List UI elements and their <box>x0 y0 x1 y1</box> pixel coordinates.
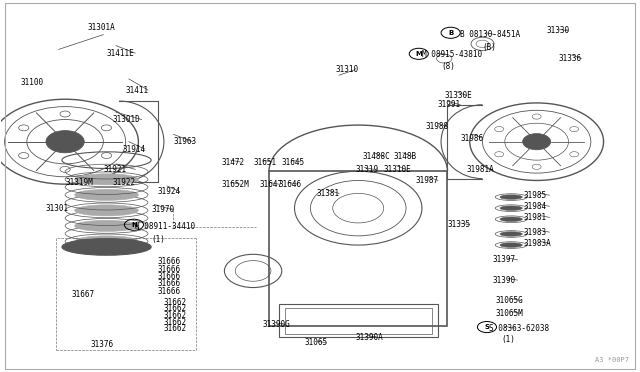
Text: 31662: 31662 <box>164 324 187 333</box>
Text: 31985: 31985 <box>524 191 547 200</box>
Text: B 08130-8451A: B 08130-8451A <box>460 30 520 39</box>
Text: 31646: 31646 <box>278 180 301 189</box>
Ellipse shape <box>75 236 138 247</box>
Text: 31988: 31988 <box>425 122 448 131</box>
Text: 31065M: 31065M <box>495 309 523 318</box>
Ellipse shape <box>75 189 138 201</box>
Text: 31662: 31662 <box>164 304 187 314</box>
Text: 31488C: 31488C <box>363 152 390 161</box>
Text: (B): (B) <box>483 43 497 52</box>
Text: 31666: 31666 <box>157 272 180 281</box>
Text: 31662: 31662 <box>164 298 187 307</box>
Text: N 08911-34410: N 08911-34410 <box>135 222 195 231</box>
Bar <box>269 171 447 326</box>
Text: 31330: 31330 <box>546 26 570 35</box>
Text: 31065: 31065 <box>304 339 327 347</box>
Text: 31981A: 31981A <box>467 165 494 174</box>
Text: 31310E: 31310E <box>384 165 412 174</box>
Text: 31319M: 31319M <box>65 178 93 187</box>
Text: 31397: 31397 <box>492 255 515 264</box>
Text: 31986: 31986 <box>460 134 483 142</box>
Text: 31914: 31914 <box>122 145 145 154</box>
Ellipse shape <box>500 232 522 236</box>
Ellipse shape <box>500 217 522 221</box>
Text: 31390G: 31390G <box>262 320 291 329</box>
Text: 31472: 31472 <box>221 157 244 167</box>
Text: (1): (1) <box>151 235 165 244</box>
Text: 31647: 31647 <box>259 180 283 189</box>
Text: 31662: 31662 <box>164 311 187 320</box>
Text: 31987: 31987 <box>415 176 438 185</box>
Ellipse shape <box>500 195 522 199</box>
Text: 31924: 31924 <box>157 187 180 196</box>
Text: S 08363-62038: S 08363-62038 <box>489 324 549 333</box>
Ellipse shape <box>500 206 522 211</box>
Text: 31330E: 31330E <box>444 91 472 100</box>
Text: (8): (8) <box>441 61 455 71</box>
Text: 31376: 31376 <box>91 340 114 349</box>
Circle shape <box>523 134 550 150</box>
Text: 31666: 31666 <box>157 264 180 273</box>
Text: 31983: 31983 <box>524 228 547 237</box>
Text: A3 *00P7: A3 *00P7 <box>595 357 629 363</box>
Text: 31301: 31301 <box>46 203 69 213</box>
Text: 31390A: 31390A <box>355 333 383 342</box>
Text: 31319: 31319 <box>355 165 378 174</box>
Text: 31922: 31922 <box>113 178 136 187</box>
Text: S: S <box>484 324 490 330</box>
Text: N: N <box>131 222 137 228</box>
Text: 31984: 31984 <box>524 202 547 211</box>
Text: M 08915-43810: M 08915-43810 <box>422 51 482 60</box>
Bar <box>285 308 431 334</box>
Text: 31963: 31963 <box>173 137 196 146</box>
Text: 31970: 31970 <box>151 205 174 215</box>
Text: 31301A: 31301A <box>88 23 115 32</box>
Text: 31310: 31310 <box>336 65 359 74</box>
Text: 31991: 31991 <box>438 100 461 109</box>
Text: 31645: 31645 <box>282 157 305 167</box>
Text: 3148B: 3148B <box>394 152 417 161</box>
Ellipse shape <box>62 238 151 255</box>
Ellipse shape <box>75 174 138 185</box>
Bar <box>278 304 438 337</box>
Text: 31411E: 31411E <box>106 49 134 58</box>
Text: 31662: 31662 <box>164 318 187 327</box>
Ellipse shape <box>75 205 138 216</box>
Text: 31667: 31667 <box>72 291 95 299</box>
Text: (1): (1) <box>502 335 515 344</box>
Text: 31100: 31100 <box>20 78 44 87</box>
Text: 31411: 31411 <box>125 86 148 94</box>
Text: M: M <box>415 51 422 57</box>
Text: 31666: 31666 <box>157 287 180 296</box>
Text: 31390: 31390 <box>492 276 515 285</box>
Text: 31666: 31666 <box>157 257 180 266</box>
Text: 31981: 31981 <box>524 213 547 222</box>
Text: 31336: 31336 <box>559 54 582 63</box>
Text: 31983A: 31983A <box>524 239 552 248</box>
Circle shape <box>46 131 84 153</box>
Ellipse shape <box>500 243 522 247</box>
Text: 31651: 31651 <box>253 157 276 167</box>
Text: 31381: 31381 <box>317 189 340 198</box>
Text: 31666: 31666 <box>157 279 180 288</box>
Text: 31652M: 31652M <box>221 180 249 189</box>
Ellipse shape <box>75 220 138 231</box>
Text: 31065G: 31065G <box>495 296 523 305</box>
Text: 31335: 31335 <box>447 220 470 229</box>
Text: B: B <box>448 30 453 36</box>
Text: 31301D: 31301D <box>113 115 141 124</box>
Text: 31921: 31921 <box>103 165 127 174</box>
